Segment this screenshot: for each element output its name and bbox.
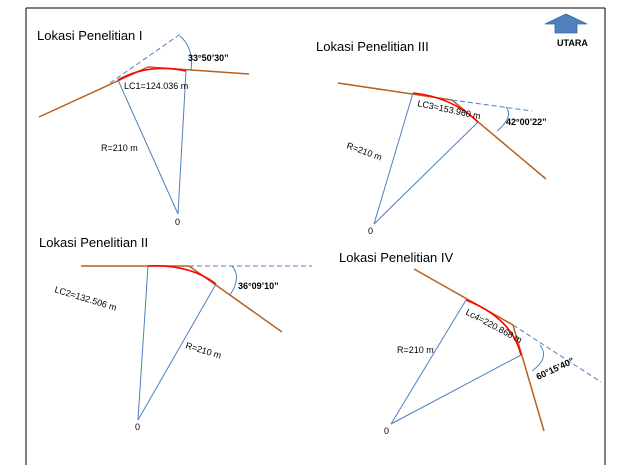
radius-label: R=210 m [101,143,138,153]
north-arrow-icon [544,13,588,34]
tangent-line-in [413,268,514,326]
radius-line-end [137,283,217,421]
panel-location-1: Lokasi Penelitian I 33°50’30” LC1=124.03… [37,28,250,227]
deflection-angle-arc [179,35,192,72]
horizontal-curve-arc [412,92,479,123]
center-point-label: 0 [135,422,140,432]
radius-line-start [117,79,179,215]
panel-title: Lokasi Penelitian I [37,28,143,43]
radius-line-start [137,265,149,421]
radius-line-start [390,299,467,425]
horizontal-curve-arc [465,299,522,356]
north-indicator: UTARA [544,13,588,48]
curve-length-label: LC2=132.506 m [53,284,117,312]
deflection-angle: 60°15’40” [535,356,576,382]
radius-label: R=210 m [184,340,222,360]
panel-title: Lokasi Penelitian IV [339,250,454,265]
panel-location-2: Lokasi Penelitian II 36°09’10” LC2=132.5… [39,235,312,432]
panel-location-4: Lokasi Penelitian IV 60°15’40” Lc4=220.8… [339,250,602,436]
radius-label: R=210 m [397,345,434,355]
panel-title: Lokasi Penelitian II [39,235,148,250]
radius-label: R=210 m [345,140,383,162]
tangent-extension [109,32,183,84]
radius-line-end [177,70,187,215]
deflection-angle-arc [496,106,509,132]
radius-line-end [373,121,479,225]
tangent-extension [451,99,533,112]
horizontal-curve-arc [147,265,217,285]
deflection-angle: 33°50’30” [188,53,229,63]
north-label: UTARA [557,38,588,48]
tangent-line-in [38,66,149,118]
center-point-label: 0 [368,226,373,236]
panel-location-3: Lokasi Penelitian III 42°00’22” LC3=153.… [316,39,547,236]
curve-length-label: LC1=124.036 m [124,81,188,91]
panel-title: Lokasi Penelitian III [316,39,429,54]
horizontal-curve-arc [117,67,187,81]
deflection-angle-arc [531,344,545,372]
center-point-label: 0 [384,426,389,436]
center-point-label: 0 [175,217,180,227]
deflection-angle: 36°09’10” [238,281,279,291]
deflection-angle: 42°00’22” [506,117,547,127]
tangent-line-out [512,324,545,432]
deflection-angle-arc [229,265,237,296]
radius-line-end [390,354,522,425]
tangent-extension [512,324,602,383]
radius-line-start [373,92,414,225]
